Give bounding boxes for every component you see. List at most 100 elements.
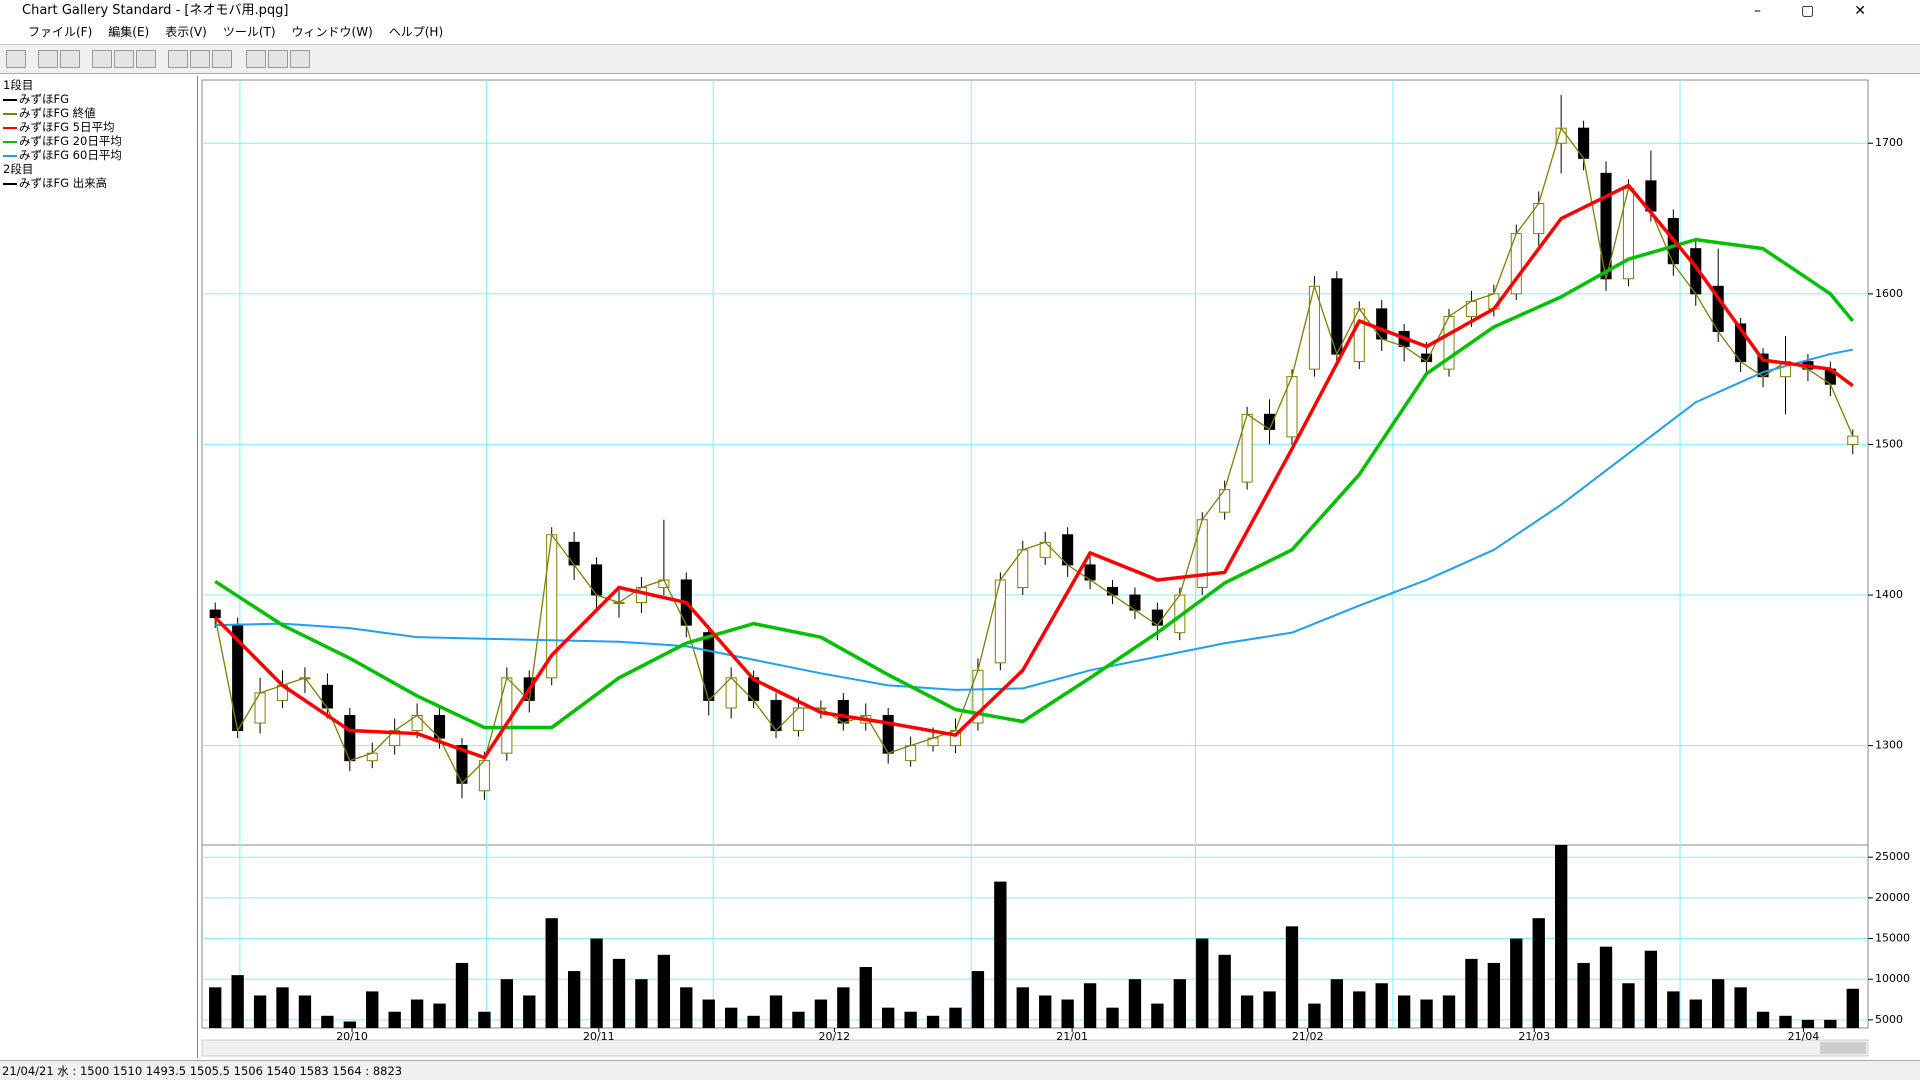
x-tick-label: 21/01 (1056, 1030, 1088, 1043)
volume-bar (298, 995, 312, 1028)
menu-item[interactable]: 表示(V) (165, 25, 207, 39)
volume-bar (1061, 999, 1074, 1028)
volume-bar (321, 1015, 334, 1028)
candle-body (905, 745, 917, 762)
panel-label: 2段目 (3, 162, 34, 176)
x-tick-label: 20/11 (583, 1030, 615, 1043)
toolbar-button[interactable] (92, 50, 112, 68)
volume-bar (388, 1011, 401, 1028)
volume-bar (1622, 983, 1635, 1028)
volume-bar (1554, 845, 1568, 1028)
volume-bar (567, 971, 581, 1028)
volume-bar (231, 975, 244, 1028)
moving-average-line (215, 348, 1853, 691)
toolbar-button[interactable] (114, 50, 134, 68)
toolbar-button[interactable] (136, 50, 156, 68)
candle-body (568, 541, 580, 566)
volume-bar (455, 962, 469, 1028)
candle-body (1062, 534, 1074, 566)
volume-bar (1397, 995, 1411, 1028)
moving-average-line (214, 237, 1855, 730)
toolbar-button[interactable] (290, 50, 310, 68)
status-bar: 21/04/21 水 : 1500 1510 1493.5 1505.5 150… (0, 1060, 1920, 1080)
y-tick-label: 15000 (1875, 932, 1910, 945)
toolbar-button[interactable] (168, 50, 188, 68)
candle-body (1106, 586, 1119, 596)
volume-bar (1039, 995, 1052, 1028)
volume-bar (253, 995, 267, 1028)
y-tick-label: 20000 (1875, 891, 1910, 904)
volume-bar (1510, 938, 1523, 1028)
toolbar-button[interactable] (6, 50, 26, 68)
legend-entry: みずほFG 終値 (3, 106, 194, 120)
toolbar-button[interactable] (268, 50, 288, 68)
menu-item[interactable]: ツール(T) (222, 25, 276, 39)
volume-bar (926, 1015, 940, 1028)
volume-bar (478, 1011, 491, 1028)
volume-bar (949, 1007, 962, 1028)
legend-entry: みずほFG (3, 92, 194, 106)
volume-bar (1263, 991, 1276, 1028)
y-tick-label: 5000 (1875, 1013, 1903, 1026)
panel-label: 1段目 (3, 78, 34, 92)
volume-bar (1599, 946, 1613, 1028)
volume-bar (343, 1021, 356, 1028)
menu-bar: ファイル(F) 編集(E) 表示(V) ツール(T) ウィンドウ(W) ヘルプ(H) (0, 22, 1920, 42)
volume-bar (1532, 918, 1545, 1028)
volume-bar (1420, 999, 1433, 1028)
x-tick-label: 20/10 (336, 1030, 368, 1043)
legend-label: みずほFG 5日平均 (19, 120, 115, 134)
volume-bar (1308, 1003, 1321, 1028)
menu-item[interactable]: ヘルプ(H) (388, 25, 444, 39)
toolbar-button[interactable] (38, 50, 58, 68)
scroll-thumb[interactable] (1820, 1042, 1866, 1054)
menu-item[interactable]: 編集(E) (108, 25, 150, 39)
candle-body (1847, 435, 1859, 445)
toolbar-button[interactable] (246, 50, 266, 68)
volume-bar (500, 979, 514, 1028)
volume-bar (1128, 979, 1142, 1028)
volume-bar (1712, 979, 1725, 1028)
legend-swatch (3, 182, 17, 185)
y-tick-label: 1500 (1875, 437, 1903, 450)
volume-bar (747, 1015, 760, 1028)
volume-bar (1577, 962, 1590, 1028)
volume-bar (1196, 938, 1209, 1028)
scrollbar[interactable] (201, 1039, 1869, 1057)
volume-bar (859, 967, 872, 1028)
legend-swatch (3, 140, 17, 143)
volume-bar (1824, 1019, 1837, 1028)
volume-bar (1667, 991, 1680, 1028)
candle-body (1219, 489, 1231, 513)
volume-bar (545, 918, 558, 1028)
volume-bar (523, 995, 536, 1028)
y-tick-label: 10000 (1875, 972, 1910, 985)
volume-bar (1644, 950, 1658, 1028)
volume-bar (814, 999, 828, 1028)
volume-bar (657, 954, 671, 1028)
menu-item[interactable]: ウィンドウ(W) (291, 25, 373, 39)
volume-bar (1106, 1007, 1119, 1028)
volume-bar (635, 979, 648, 1028)
volume-bar (904, 1011, 917, 1028)
volume-bar (1330, 979, 1344, 1028)
toolbar-button[interactable] (190, 50, 210, 68)
window-controls[interactable]: –▢✕ (1754, 3, 1906, 19)
toolbar (0, 44, 1920, 74)
moving-average-line (213, 183, 1854, 760)
volume-bar (1734, 987, 1747, 1028)
y-tick-label: 1300 (1875, 739, 1903, 752)
volume-bar (837, 987, 850, 1028)
legend-label: みずほFG 終値 (19, 106, 96, 120)
legend-swatch (3, 126, 17, 129)
toolbar-button[interactable] (60, 50, 80, 68)
menu-item[interactable]: ファイル(F) (28, 25, 93, 39)
toolbar-button[interactable] (212, 50, 232, 68)
volume-bar (1756, 1011, 1770, 1028)
candle-body (209, 609, 221, 619)
y-tick-label: 1700 (1875, 136, 1903, 149)
plot-frame (201, 79, 1869, 1029)
x-tick-label: 21/03 (1518, 1030, 1550, 1043)
